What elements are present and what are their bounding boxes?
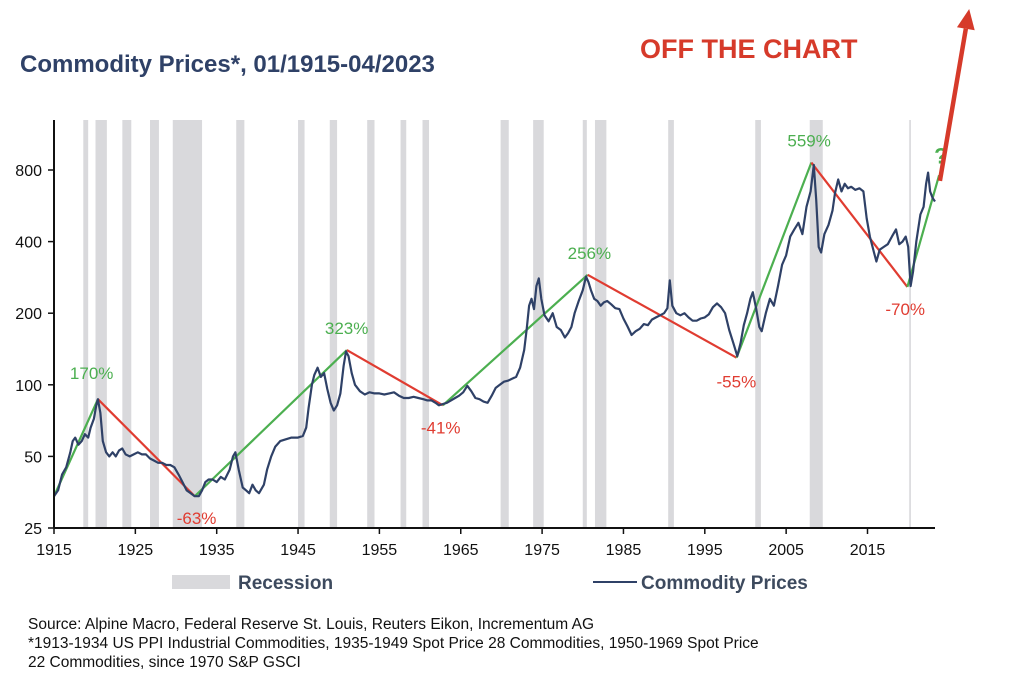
series-line-commodity-prices	[53, 163, 936, 498]
off-chart-arrow	[937, 9, 975, 182]
legend-recession-label: Recession	[238, 573, 333, 594]
price-series	[53, 163, 936, 498]
off-the-chart-headline: OFF THE CHART	[640, 34, 858, 64]
y-tick-label: 50	[24, 449, 42, 466]
y-tick-label: 200	[15, 306, 42, 323]
footer: Source: Alpine Macro, Federal Reserve St…	[28, 615, 759, 672]
legend: Recession Commodity Prices	[172, 573, 808, 594]
trend-line-down	[587, 273, 738, 359]
x-tick-label: 1985	[606, 542, 642, 559]
x-tick-label: 1975	[524, 542, 560, 559]
x-tick-label: 1965	[443, 542, 479, 559]
legend-price-label: Commodity Prices	[641, 573, 808, 594]
trend-line-up	[735, 162, 813, 359]
recession-band	[668, 120, 674, 528]
trend-label: 256%	[568, 244, 611, 263]
recession-band	[329, 120, 338, 528]
trend-line-down	[346, 349, 444, 407]
recession-band	[236, 120, 245, 528]
x-tick-label: 1955	[362, 542, 398, 559]
trend-annotations: 170%-63%323%-41%256%-55%559%-70%?	[70, 132, 948, 529]
chart-title: Commodity Prices*, 01/1915-04/2023	[20, 51, 435, 78]
trend-label: 559%	[787, 132, 830, 151]
recession-band	[83, 120, 89, 528]
x-tick-label: 2005	[768, 542, 804, 559]
recession-band	[500, 120, 509, 528]
y-axis-ticks: 25 50 100 200 400 800	[15, 163, 54, 538]
trend-label: 323%	[325, 319, 368, 338]
y-tick-label: 400	[15, 235, 42, 252]
methodology-note-line-1: *1913-1934 US PPI Industrial Commodities…	[28, 635, 759, 652]
recession-band	[367, 120, 375, 528]
recession-band	[149, 120, 159, 528]
x-tick-label: 1995	[687, 542, 723, 559]
methodology-note-line-2: 22 Commodities, since 1970 S&P GSCI	[28, 654, 301, 671]
x-tick-label: 1935	[199, 542, 235, 559]
y-tick-label: 800	[15, 163, 42, 180]
recession-band	[400, 120, 407, 528]
x-tick-label: 2015	[850, 542, 886, 559]
off-chart-arrow-shaft	[937, 28, 969, 182]
x-axis-ticks: 1915 1925 1935 1945 1955 1965 1975 1985 1995 2005…	[36, 528, 885, 559]
trend-label: -70%	[885, 300, 925, 319]
off-chart-arrow-head	[956, 9, 975, 31]
x-tick-label: 1925	[118, 542, 154, 559]
source-note: Source: Alpine Macro, Federal Reserve St…	[28, 616, 595, 633]
trend-line-down	[97, 398, 196, 498]
trend-label: -55%	[717, 373, 757, 392]
recession-band	[95, 120, 107, 528]
trend-line-up	[442, 274, 589, 407]
recession-band	[533, 120, 544, 528]
recession-band	[122, 120, 132, 528]
y-tick-label: 25	[24, 521, 42, 538]
x-tick-label: 1915	[36, 542, 72, 559]
recession-band	[594, 120, 607, 528]
trend-label: -63%	[177, 509, 217, 528]
recession-band	[582, 120, 587, 528]
legend-recession-swatch	[172, 575, 230, 589]
trend-line-up	[193, 349, 348, 498]
recession-band	[298, 120, 305, 528]
recession-band	[422, 120, 430, 528]
axes	[53, 120, 935, 529]
trend-label: 170%	[70, 364, 113, 383]
recession-band	[172, 120, 203, 528]
trend-line-down	[810, 161, 909, 288]
x-tick-label: 1945	[280, 542, 316, 559]
y-tick-label: 100	[15, 378, 42, 395]
recession-band	[809, 120, 823, 528]
recession-bands	[83, 120, 911, 528]
trend-label: -41%	[421, 418, 461, 437]
